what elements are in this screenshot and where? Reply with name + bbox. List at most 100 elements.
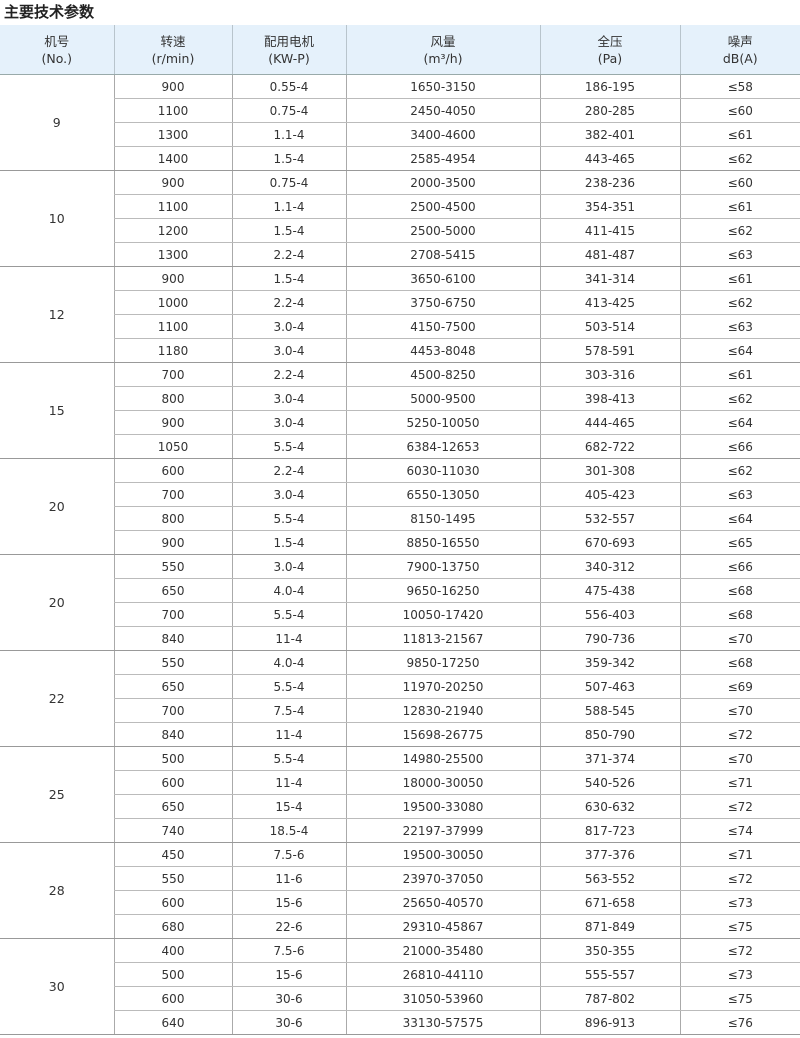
table-cell: 550	[113, 650, 232, 675]
table-cell: 650	[113, 674, 232, 699]
table-cell: 5000-9500	[345, 386, 540, 411]
table-cell: ≤61	[679, 362, 800, 387]
table-cell: 1.5-4	[231, 530, 346, 555]
table-cell: ≤72	[679, 866, 800, 891]
table-cell: 22197-37999	[345, 818, 540, 843]
header-text: (No.)	[41, 50, 72, 66]
table-cell: 5.5-4	[231, 602, 346, 627]
header-text: 全压	[597, 33, 623, 49]
model-number: 20	[0, 458, 114, 555]
table-row: 1100 0.75-4 2450-4050 280-285 ≤60	[0, 98, 800, 123]
table-cell: 787-802	[539, 986, 680, 1011]
table-row: 12 900 1.5-4 3650-6100 341-314 ≤61	[0, 266, 800, 363]
table-cell: 341-314	[539, 266, 680, 291]
table-row: 20 550 3.0-4 7900-13750 340-312 ≤66	[0, 554, 800, 651]
table-cell: 670-693	[539, 530, 680, 555]
table-row: 800 5.5-4 8150-1495 532-557 ≤64	[0, 506, 800, 531]
table-row: 680 22-6 29310-45867 871-849 ≤75	[0, 914, 800, 939]
model-number: 15	[0, 362, 114, 459]
table-cell: ≤58	[679, 74, 800, 99]
table-cell: 578-591	[539, 338, 680, 363]
table-cell: 700	[113, 698, 232, 723]
table-cell: 850-790	[539, 722, 680, 747]
table-cell: 413-425	[539, 290, 680, 315]
header-text: (m³/h)	[423, 50, 463, 66]
table-cell: ≤72	[679, 938, 800, 963]
table-cell: 8150-1495	[345, 506, 540, 531]
table-cell: ≤70	[679, 626, 800, 651]
table-cell: ≤61	[679, 122, 800, 147]
model-number: 10	[0, 170, 114, 267]
table-cell: 1300	[113, 242, 232, 267]
table-cell: 7.5-6	[231, 938, 346, 963]
column-header: 噪声 dB(A)	[679, 25, 800, 75]
table-cell: 10050-17420	[345, 602, 540, 627]
table-cell: 507-463	[539, 674, 680, 699]
table-row: 840 11-4 15698-26775 850-790 ≤72	[0, 722, 800, 747]
table-cell: 30-6	[231, 986, 346, 1011]
table-cell: ≤71	[679, 770, 800, 795]
column-header: 全压 (Pa)	[539, 25, 680, 75]
table-cell: ≤68	[679, 578, 800, 603]
table-cell: ≤66	[679, 554, 800, 579]
table-row: 28 450 7.5-6 19500-30050 377-376 ≤71	[0, 842, 800, 939]
table-cell: 382-401	[539, 122, 680, 147]
table-cell: 556-403	[539, 602, 680, 627]
table-cell: 3.0-4	[231, 386, 346, 411]
table-cell: 3.0-4	[231, 554, 346, 579]
table-row: 800 3.0-4 5000-9500 398-413 ≤62	[0, 386, 800, 411]
table-cell: 15698-26775	[345, 722, 540, 747]
table-cell: 900	[113, 530, 232, 555]
table-cell: ≤75	[679, 986, 800, 1011]
table-cell: 4.0-4	[231, 578, 346, 603]
table-cell: 740	[113, 818, 232, 843]
model-number: 25	[0, 746, 114, 843]
table-cell: 503-514	[539, 314, 680, 339]
table-cell: 1400	[113, 146, 232, 171]
table-cell: 600	[113, 890, 232, 915]
model-number: 20	[0, 554, 114, 651]
table-cell: 900	[113, 266, 232, 291]
table-cell: 1.1-4	[231, 122, 346, 147]
table-cell: 475-438	[539, 578, 680, 603]
table-row: 700 7.5-4 12830-21940 588-545 ≤70	[0, 698, 800, 723]
table-cell: 0.75-4	[231, 98, 346, 123]
table-cell: 1.5-4	[231, 218, 346, 243]
table-cell: 2450-4050	[345, 98, 540, 123]
table-row: 1050 5.5-4 6384-12653 682-722 ≤66	[0, 434, 800, 459]
table-cell: ≤62	[679, 218, 800, 243]
table-cell: ≤64	[679, 506, 800, 531]
table-cell: ≤69	[679, 674, 800, 699]
table-row: 700 5.5-4 10050-17420 556-403 ≤68	[0, 602, 800, 627]
table-cell: ≤73	[679, 962, 800, 987]
table-cell: 405-423	[539, 482, 680, 507]
table-cell: 481-487	[539, 242, 680, 267]
table-cell: 1300	[113, 122, 232, 147]
table-cell: 303-316	[539, 362, 680, 387]
table-cell: 817-723	[539, 818, 680, 843]
table-cell: 26810-44110	[345, 962, 540, 987]
model-number: 28	[0, 842, 114, 939]
table-cell: 600	[113, 458, 232, 483]
table-cell: 11-4	[231, 770, 346, 795]
table-row: 1400 1.5-4 2585-4954 443-465 ≤62	[0, 146, 800, 171]
table-cell: 19500-30050	[345, 842, 540, 867]
table-cell: 1100	[113, 314, 232, 339]
table-cell: 3.0-4	[231, 338, 346, 363]
table-cell: 15-6	[231, 962, 346, 987]
table-cell: 2500-4500	[345, 194, 540, 219]
table-row: 600 15-6 25650-40570 671-658 ≤73	[0, 890, 800, 915]
table-cell: ≤65	[679, 530, 800, 555]
table-cell: 22-6	[231, 914, 346, 939]
table-cell: 2708-5415	[345, 242, 540, 267]
table-cell: ≤62	[679, 146, 800, 171]
table-row: 1200 1.5-4 2500-5000 411-415 ≤62	[0, 218, 800, 243]
table-cell: 2500-5000	[345, 218, 540, 243]
table-cell: 350-355	[539, 938, 680, 963]
table-cell: 359-342	[539, 650, 680, 675]
table-cell: 5.5-4	[231, 434, 346, 459]
table-cell: ≤73	[679, 890, 800, 915]
table-row: 550 11-6 23970-37050 563-552 ≤72	[0, 866, 800, 891]
table-cell: 800	[113, 506, 232, 531]
spec-table: 机号 (No.) 转速 (r/min) 配用电机 (KW-P) 风量 (m³/h) 全压 (Pa)…	[0, 25, 800, 1035]
